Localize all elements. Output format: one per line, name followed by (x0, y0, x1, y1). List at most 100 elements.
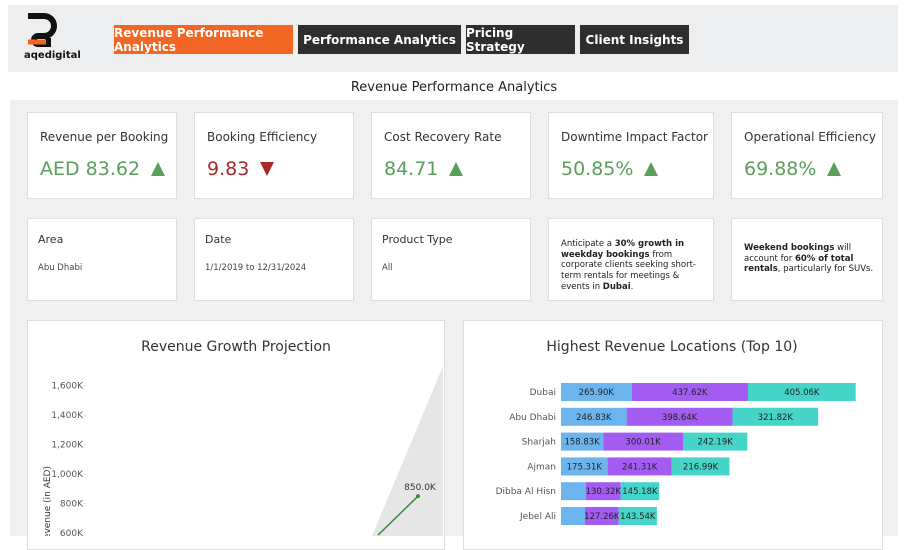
y-tick-label: 600K (60, 529, 84, 536)
data-label: 321.82K (758, 413, 794, 423)
data-label: 127.26K (584, 512, 620, 522)
note-segment: Dubai (602, 281, 631, 292)
tab[interactable]: Client Insights (580, 25, 689, 54)
bar-segment (561, 482, 586, 501)
data-label: 850.0K (404, 483, 437, 493)
page-title: Revenue Performance Analytics (350, 79, 558, 95)
data-label: 398.64K (662, 413, 698, 423)
line (377, 495, 419, 536)
data-label: 158.83K (564, 438, 600, 448)
y-tick-label: 800K (60, 500, 84, 510)
chart-panel (27, 320, 445, 550)
bar-segment (561, 432, 604, 451)
kpi-card: Cost Recovery Rate 84.71 (371, 112, 531, 199)
chart-title: Highest Revenue Locations (Top 10) (546, 339, 797, 355)
note-segment: . (630, 281, 634, 292)
y-tick-label: Dubai (530, 388, 556, 398)
bar-segment (561, 383, 632, 401)
kpi-label: Downtime Impact Factor (561, 130, 708, 144)
filter-card: Product Type All (371, 218, 531, 301)
kpi-value: 84.71 (384, 158, 464, 180)
data-label: 246.83K (576, 413, 612, 423)
kpi-value-text: 50.85% (561, 158, 634, 180)
tab[interactable]: Pricing Strategy (466, 25, 575, 54)
kpi-label: Booking Efficiency (207, 130, 318, 144)
note-segment: 30% growth in weekday bookings (561, 239, 685, 260)
trend-icon (151, 162, 166, 176)
data-label: 405.06K (784, 388, 820, 398)
kpi-card: Revenue per Booking AED 83.62 (27, 112, 177, 199)
tab[interactable]: Performance Analytics (298, 25, 461, 54)
data-label: 437.62K (672, 388, 708, 398)
bar-segment (682, 432, 748, 451)
note-card: Anticipate a 30% growth in weekday booki… (548, 218, 714, 301)
filter-card: Area Abu Dhabi (27, 218, 177, 301)
kpi-card: Downtime Impact Factor 50.85% (548, 112, 714, 199)
kpi-value-text: 84.71 (384, 158, 439, 180)
tab[interactable]: Revenue Performance Analytics (114, 25, 293, 54)
bar-segment (618, 507, 657, 525)
data-label: 241.31K (622, 462, 658, 472)
y-tick-label: Jebel Ali (519, 512, 556, 522)
filter-label: Product Type (382, 233, 453, 246)
kpi-value: 9.83 (207, 158, 275, 180)
y-axis-title: Revenue (in AED) (43, 466, 53, 536)
bar-segment (585, 482, 621, 501)
data-label: 175.31K (567, 462, 603, 472)
bar-segment (748, 383, 856, 401)
data-label: 216.99K (683, 462, 719, 472)
logo-text: aqedigital (24, 50, 81, 61)
kpi-value: 50.85% (561, 158, 659, 180)
kpi-value: 69.88% (744, 158, 842, 180)
kpi-label: Operational Efficiency (744, 130, 877, 144)
note-segment: Weekend bookings (744, 243, 835, 253)
forecast-band (372, 366, 443, 536)
bar-segment (671, 457, 730, 476)
bar-segment (603, 432, 683, 451)
note-segment: Anticipate a (561, 239, 615, 249)
kpi-value: AED 83.62 (40, 158, 166, 180)
y-tick-label: Dibba Al Hisn (496, 487, 556, 497)
filter-label: Area (38, 233, 64, 246)
kpi-card: Operational Efficiency 69.88% (731, 112, 883, 199)
y-tick-label: 1,400K (51, 411, 84, 421)
kpi-value-text: 69.88% (744, 158, 817, 180)
bar-segment (626, 407, 733, 426)
bar-segment (631, 383, 749, 401)
y-tick-label: 1,000K (51, 470, 84, 480)
note-text: Weekend bookings will account for 60% of… (744, 243, 874, 275)
trend-triangle (644, 162, 659, 176)
y-tick-label: 1,200K (51, 441, 84, 451)
trend-triangle (449, 162, 464, 176)
y-tick-label: Abu Dhabi (509, 413, 556, 423)
data-label: 242.19K (698, 438, 734, 448)
note-card: Weekend bookings will account for 60% of… (731, 218, 883, 301)
bar-segment (561, 407, 627, 426)
bar-segment (620, 482, 660, 501)
trend-icon (827, 162, 842, 176)
point (416, 494, 420, 499)
note-text: Anticipate a 30% growth in weekday booki… (561, 239, 705, 292)
data-label: 265.90K (579, 388, 615, 398)
bar-segment (584, 507, 619, 525)
note-segment: 60% of total rentals (744, 253, 854, 275)
trend-triangle (827, 162, 842, 176)
data-label: 300.01K (625, 438, 661, 448)
trend-triangle (151, 162, 166, 176)
bar-segment (732, 407, 819, 426)
charts: Revenue Growth Projection Revenue (in AED… (43, 339, 856, 536)
trend-icon (644, 162, 659, 176)
dashboard: aqedigital Revenue Performance Analytics… (8, 5, 898, 550)
data-label: 130.32K (586, 487, 622, 497)
kpi-card: Booking Efficiency 9.83 (194, 112, 354, 199)
bar-segment (561, 457, 608, 476)
note-segment: , particularly for SUVs. (777, 264, 874, 275)
data-label: 145.18K (622, 487, 658, 497)
data-label: 143.54K (620, 512, 656, 522)
y-tick-label: Sharjah (522, 438, 556, 448)
trend-icon (260, 162, 275, 176)
filter-value: 1/1/2019 to 12/31/2024 (205, 263, 307, 273)
note-segment: will account for (744, 243, 852, 264)
trend-triangle (260, 162, 275, 176)
filter-card: Date 1/1/2019 to 12/31/2024 (194, 218, 354, 301)
